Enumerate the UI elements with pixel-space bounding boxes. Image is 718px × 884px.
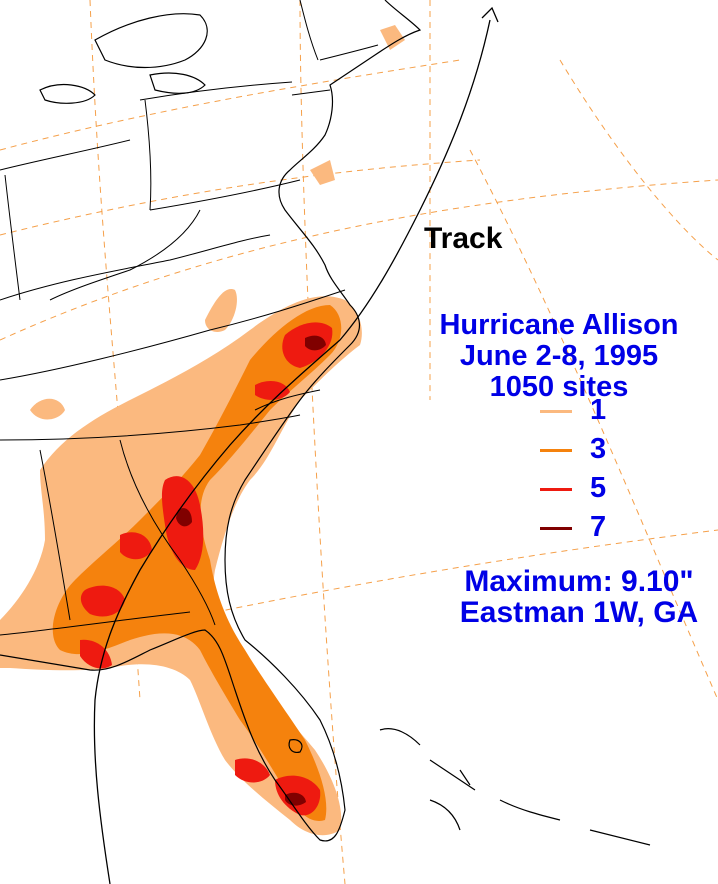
maximum-location: Eastman 1W, GA <box>459 596 699 629</box>
track-arrowhead <box>481 6 499 23</box>
state-boundaries <box>0 0 379 636</box>
maximum-block: Maximum: 9.10" Eastman 1W, GA <box>440 566 718 628</box>
map-title: Hurricane Allison <box>439 309 679 341</box>
legend-item: 7 <box>540 511 660 547</box>
legend-item: 5 <box>540 472 660 508</box>
map-site-count: 1050 sites <box>489 371 629 403</box>
legend-value: 1 <box>590 394 607 426</box>
legend-value: 7 <box>590 511 607 543</box>
map-date-range: June 2-8, 1995 <box>459 340 659 372</box>
legend-swatch <box>540 449 572 452</box>
maximum-value: Maximum: 9.10" <box>464 565 694 598</box>
track-label: Track <box>424 222 503 255</box>
legend-value: 5 <box>590 472 607 504</box>
legend-swatch <box>540 410 572 413</box>
legend-swatch <box>540 488 572 491</box>
map-title-block: Hurricane Allison June 2-8, 1995 1050 si… <box>400 310 718 403</box>
rainfall-5in-area <box>80 322 333 816</box>
legend-item: 1 <box>540 394 660 430</box>
coastline <box>0 0 651 846</box>
legend-item: 3 <box>540 433 660 469</box>
legend-swatch <box>540 527 572 530</box>
legend-value: 3 <box>590 433 607 465</box>
hurricane-track-line <box>93 19 491 884</box>
rainfall-1in-area <box>0 25 405 836</box>
